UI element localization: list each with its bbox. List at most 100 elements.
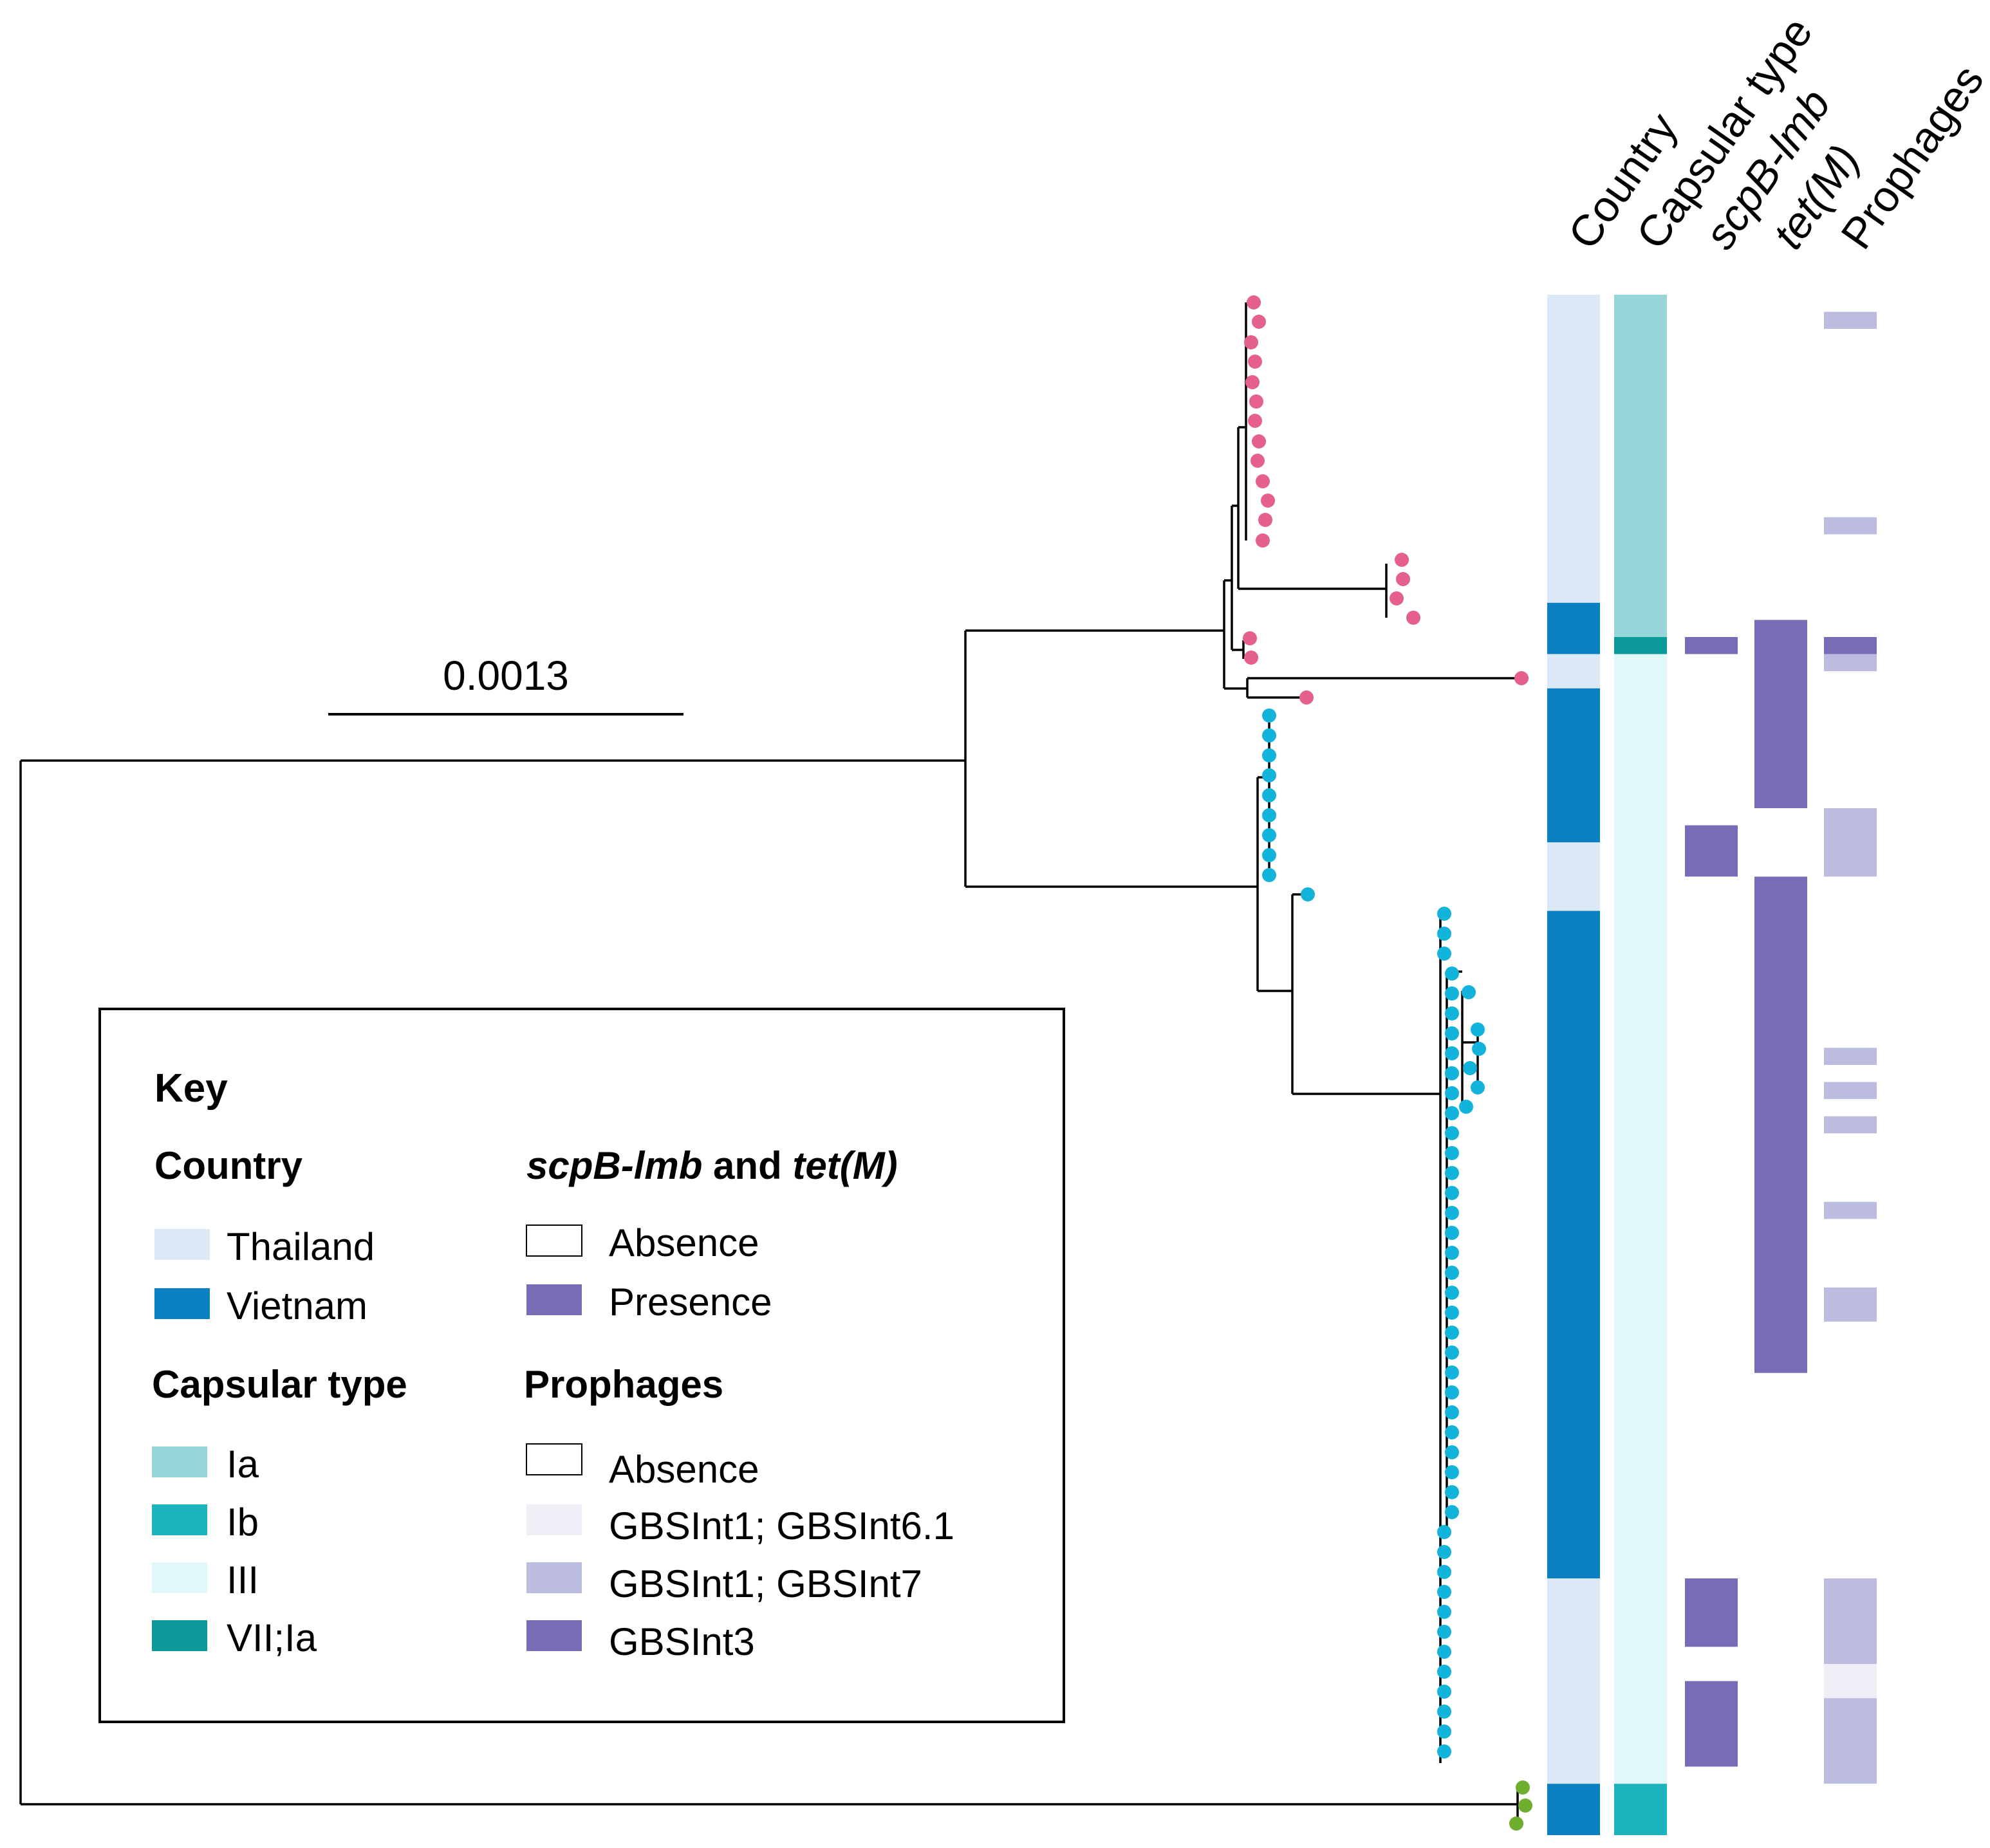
legend-swatch-vietnam (154, 1288, 210, 1319)
tip-iii-lower-41 (1437, 1724, 1451, 1739)
track-prophages-segment-22 (1824, 1698, 1877, 1784)
track-scpb-segment-4 (1685, 876, 1738, 1578)
tip-ia-20 (1299, 690, 1314, 705)
track-prophages-segment-2 (1824, 329, 1877, 517)
tip-ia-12 (1256, 533, 1270, 548)
tip-iii-lower-12 (1445, 1146, 1459, 1160)
tip-iii-lower-43 (1462, 985, 1476, 999)
legend-label-vietnam: Vietnam (227, 1284, 367, 1327)
tip-ia-2 (1244, 335, 1258, 349)
tip-ia-0 (1247, 295, 1261, 310)
tip-iii-lower-1 (1437, 927, 1451, 941)
legend-label-vii-ia: VII;Ia (227, 1616, 317, 1659)
tip-ia-3 (1248, 355, 1262, 369)
legend-swatch-ib (152, 1504, 207, 1535)
tip-iii-lower-13 (1445, 1166, 1459, 1180)
track-prophages-segment-1 (1824, 311, 1877, 329)
tip-iii-lower-32 (1437, 1545, 1451, 1559)
tip-iii-lower-34 (1437, 1585, 1451, 1599)
tip-iii-lower-24 (1445, 1385, 1459, 1400)
tip-iii-lower-16 (1445, 1226, 1459, 1240)
track-scpb-segment-2 (1685, 654, 1738, 826)
tip-ia-1 (1252, 315, 1266, 329)
tip-iii-lower-17 (1445, 1246, 1459, 1260)
tip-iii-lower-38 (1437, 1665, 1451, 1679)
legend-label-thailand: Thailand (227, 1225, 375, 1268)
tip-iii-lower-28 (1445, 1465, 1459, 1479)
track-prophages-segment-0 (1824, 295, 1877, 312)
tip-iii-lower-27 (1445, 1445, 1459, 1459)
track-prophages-segment-18 (1824, 1287, 1877, 1322)
legend-capsular-title: Capsular type (152, 1363, 407, 1406)
tip-ia-4 (1245, 375, 1260, 389)
tip-iii-lower-8 (1445, 1066, 1459, 1080)
tip-ia-18 (1244, 651, 1258, 665)
track-country-segment-5 (1547, 910, 1600, 1578)
tip-ib-2 (1509, 1816, 1523, 1831)
legend-label-iii: III (227, 1558, 259, 1602)
tip-ia-7 (1252, 434, 1266, 448)
tip-iii-lower-40 (1437, 1705, 1451, 1719)
track-scpb-segment-7 (1685, 1681, 1738, 1767)
track-prophages-segment-9 (1824, 876, 1877, 1048)
track-prophages-segment-13 (1824, 1099, 1877, 1116)
track-prophages-segment-6 (1824, 654, 1877, 672)
tip-ia-13 (1395, 553, 1409, 567)
legend-country-title: Country (154, 1144, 303, 1187)
track-tetm-segment-4 (1754, 1372, 1807, 1835)
tip-iii-lower-7 (1445, 1046, 1459, 1060)
tip-iii-lower-36 (1437, 1625, 1451, 1639)
tip-iii-single (1301, 887, 1315, 901)
tip-iii-lower-39 (1437, 1685, 1451, 1699)
legend-genes-title: scpB-lmb and tet(M) (526, 1144, 898, 1187)
track-scpb-segment-6 (1685, 1647, 1738, 1681)
track-prophages-segment-19 (1824, 1322, 1877, 1578)
track-prophages-segment-11 (1824, 1065, 1877, 1082)
legend-swatch-ia (152, 1446, 207, 1477)
track-prophages-segment-12 (1824, 1082, 1877, 1100)
scale-bar-label: 0.0013 (443, 652, 569, 699)
legend-frame (98, 1008, 1065, 1723)
tip-iii-upper-8 (1262, 868, 1276, 882)
tip-iii-lower-42 (1437, 1744, 1451, 1759)
track-prophages-segment-21 (1824, 1664, 1877, 1699)
tip-iii-lower-31 (1437, 1525, 1451, 1539)
legend-label-gbsint1-gbsint7: GBSInt1; GBSInt7 (609, 1562, 922, 1605)
column-headers: Country Capsular type scpB-lmb tet(M) Pr… (1559, 8, 1990, 257)
tip-iii-lower-26 (1445, 1425, 1459, 1439)
tip-iii-lower-18 (1445, 1266, 1459, 1280)
tip-iii-lower-11 (1445, 1126, 1459, 1140)
tip-iii-lower-19 (1445, 1286, 1459, 1300)
tip-iii-lower-33 (1437, 1565, 1451, 1579)
track-prophages-segment-3 (1824, 517, 1877, 535)
legend-swatch-gbsint1-gbsint7 (526, 1562, 582, 1593)
tip-iii-lower-5 (1445, 1006, 1459, 1021)
legend-label-ia: Ia (227, 1443, 259, 1486)
tip-iii-lower-30 (1445, 1505, 1459, 1519)
tip-iii-lower-47 (1459, 1100, 1473, 1114)
track-tetm-segment-3 (1754, 876, 1807, 1373)
legend-genes-title-mid: and (702, 1144, 792, 1187)
tip-iii-lower-25 (1445, 1405, 1459, 1419)
legend-label-gene-absence: Absence (609, 1221, 759, 1264)
track-scpb-segment-0 (1685, 295, 1738, 637)
track-scpb-segment-5 (1685, 1578, 1738, 1647)
track-prophages-segment-14 (1824, 1116, 1877, 1134)
tip-ib-1 (1518, 1798, 1532, 1813)
track-country-segment-6 (1547, 1578, 1600, 1784)
track-prophages-segment-5 (1824, 637, 1877, 654)
legend-swatch-iii (152, 1562, 207, 1593)
legend-label-gbsint3: GBSInt3 (609, 1620, 755, 1663)
tip-iii-lower-6 (1445, 1026, 1459, 1040)
legend-swatch-vii-ia (152, 1620, 207, 1651)
tip-iii-lower-15 (1445, 1206, 1459, 1220)
tip-iii-lower-22 (1445, 1345, 1459, 1360)
track-prophages-segment-15 (1824, 1133, 1877, 1202)
track-prophages-segment-10 (1824, 1048, 1877, 1065)
tip-iii-lower-37 (1437, 1645, 1451, 1659)
tip-ia-6 (1248, 414, 1262, 428)
tip-iii-lower-45 (1463, 1061, 1477, 1075)
track-scpb-segment-1 (1685, 637, 1738, 654)
legend-genes-title-tetm: tet(M) (792, 1144, 897, 1187)
legend-label-ib: Ib (227, 1501, 259, 1544)
